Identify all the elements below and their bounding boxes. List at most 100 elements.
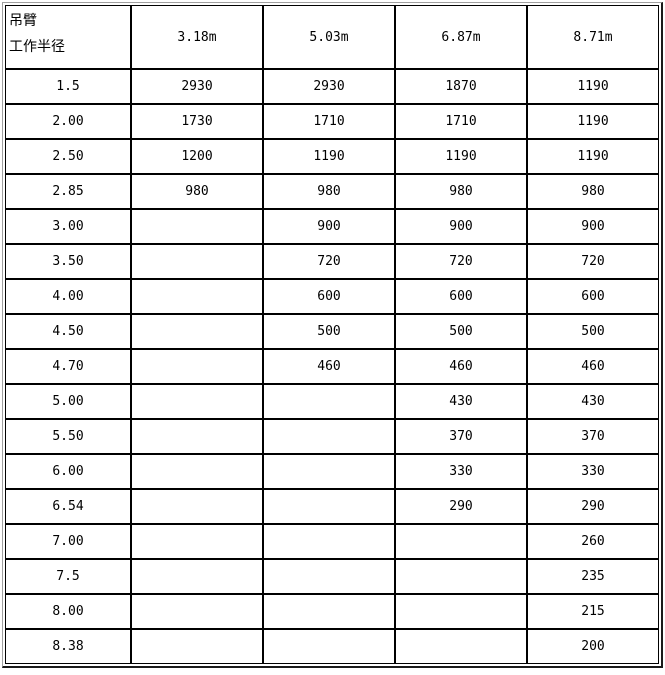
table-row: 3.50 720 720 720 [5, 244, 659, 279]
load-value-cell: 370 [527, 419, 659, 454]
load-value-cell: 215 [527, 594, 659, 629]
table-row: 6.00 330 330 [5, 454, 659, 489]
radius-cell: 7.5 [5, 559, 131, 594]
radius-cell: 5.00 [5, 384, 131, 419]
load-value-cell: 290 [395, 489, 527, 524]
table-row: 4.70 460 460 460 [5, 349, 659, 384]
radius-cell: 2.50 [5, 139, 131, 174]
table-body: 1.5 2930 2930 1870 1190 2.00 1730 1710 1710 1190 2… [5, 69, 659, 664]
load-value-cell: 900 [263, 209, 395, 244]
load-value-cell: 1190 [527, 104, 659, 139]
radius-cell: 2.00 [5, 104, 131, 139]
load-value-cell: 260 [527, 524, 659, 559]
table-row: 1.5 2930 2930 1870 1190 [5, 69, 659, 104]
table-row: 2.85 980 980 980 980 [5, 174, 659, 209]
load-value-cell: 600 [263, 279, 395, 314]
load-value-cell: 1190 [527, 69, 659, 104]
empty-cell [131, 594, 263, 629]
empty-cell [263, 489, 395, 524]
empty-cell [131, 349, 263, 384]
table-row: 2.50 1200 1190 1190 1190 [5, 139, 659, 174]
table-row: 8.38 200 [5, 629, 659, 664]
empty-cell [263, 594, 395, 629]
load-value-cell: 460 [527, 349, 659, 384]
load-value-cell: 430 [395, 384, 527, 419]
empty-cell [131, 419, 263, 454]
column-header-boom-3: 6.87m [395, 5, 527, 69]
table-row: 7.00 260 [5, 524, 659, 559]
load-value-cell: 2930 [263, 69, 395, 104]
table-row: 8.00 215 [5, 594, 659, 629]
load-value-cell: 720 [395, 244, 527, 279]
empty-cell [263, 419, 395, 454]
empty-cell [263, 454, 395, 489]
load-value-cell: 1710 [395, 104, 527, 139]
load-value-cell: 900 [527, 209, 659, 244]
empty-cell [131, 314, 263, 349]
empty-cell [131, 524, 263, 559]
load-value-cell: 460 [263, 349, 395, 384]
load-value-cell: 500 [527, 314, 659, 349]
radius-cell: 8.38 [5, 629, 131, 664]
load-value-cell: 980 [263, 174, 395, 209]
table-row: 5.00 430 430 [5, 384, 659, 419]
load-value-cell: 980 [131, 174, 263, 209]
boom-label: 吊臂 [9, 13, 37, 29]
radius-cell: 4.70 [5, 349, 131, 384]
table-row: 3.00 900 900 900 [5, 209, 659, 244]
empty-cell [131, 209, 263, 244]
column-header-boom-4: 8.71m [527, 5, 659, 69]
load-value-cell: 500 [395, 314, 527, 349]
corner-header-cell: 吊臂 工作半径 [5, 5, 131, 69]
load-value-cell: 1870 [395, 69, 527, 104]
empty-cell [131, 384, 263, 419]
radius-cell: 5.50 [5, 419, 131, 454]
column-header-boom-2: 5.03m [263, 5, 395, 69]
table-row: 2.00 1730 1710 1710 1190 [5, 104, 659, 139]
load-value-cell: 900 [395, 209, 527, 244]
radius-cell: 3.00 [5, 209, 131, 244]
radius-cell: 4.50 [5, 314, 131, 349]
load-chart-table: 吊臂 工作半径 3.18m 5.03m 6.87m 8.71m 1.5 2930 2930… [5, 5, 659, 664]
table-row: 7.5 235 [5, 559, 659, 594]
empty-cell [395, 559, 527, 594]
load-value-cell: 330 [395, 454, 527, 489]
table-row: 6.54 290 290 [5, 489, 659, 524]
radius-cell: 3.50 [5, 244, 131, 279]
radius-cell: 4.00 [5, 279, 131, 314]
radius-cell: 1.5 [5, 69, 131, 104]
empty-cell [131, 489, 263, 524]
empty-cell [395, 594, 527, 629]
load-value-cell: 1190 [263, 139, 395, 174]
load-value-cell: 1200 [131, 139, 263, 174]
column-header-boom-1: 3.18m [131, 5, 263, 69]
empty-cell [131, 559, 263, 594]
radius-cell: 7.00 [5, 524, 131, 559]
empty-cell [263, 384, 395, 419]
load-value-cell: 1710 [263, 104, 395, 139]
load-value-cell: 980 [395, 174, 527, 209]
load-value-cell: 720 [527, 244, 659, 279]
load-value-cell: 600 [527, 279, 659, 314]
empty-cell [131, 629, 263, 664]
load-value-cell: 500 [263, 314, 395, 349]
radius-cell: 8.00 [5, 594, 131, 629]
load-value-cell: 290 [527, 489, 659, 524]
table-row: 4.50 500 500 500 [5, 314, 659, 349]
empty-cell [131, 279, 263, 314]
header-row: 吊臂 工作半径 3.18m 5.03m 6.87m 8.71m [5, 5, 659, 69]
table-row: 4.00 600 600 600 [5, 279, 659, 314]
load-value-cell: 235 [527, 559, 659, 594]
working-radius-label: 工作半径 [9, 39, 65, 55]
load-value-cell: 330 [527, 454, 659, 489]
load-value-cell: 370 [395, 419, 527, 454]
load-value-cell: 1730 [131, 104, 263, 139]
load-value-cell: 430 [527, 384, 659, 419]
load-value-cell: 2930 [131, 69, 263, 104]
load-value-cell: 460 [395, 349, 527, 384]
empty-cell [263, 629, 395, 664]
empty-cell [131, 454, 263, 489]
